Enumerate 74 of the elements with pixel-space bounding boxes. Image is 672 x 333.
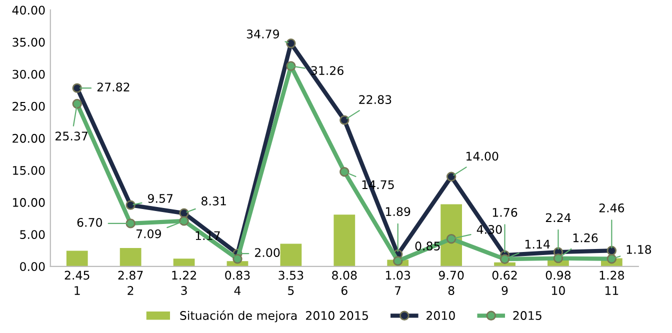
data-label: 0.98 <box>546 270 571 280</box>
data-label: 1.26 <box>573 233 598 242</box>
data-label: 1.76 <box>492 208 518 217</box>
x-tick-label: 8 <box>448 286 454 295</box>
data-label: 1.03 <box>386 270 410 280</box>
data-label: 1.14 <box>526 240 550 248</box>
data-label: 7.09 <box>136 229 161 238</box>
point <box>72 83 82 93</box>
data-label: 14.00 <box>466 152 498 161</box>
data-label: 34.79 <box>246 30 280 38</box>
point <box>553 253 564 264</box>
point <box>446 172 456 182</box>
y-tick-label: 5.00 <box>20 230 45 239</box>
x-tick-label: 11 <box>605 286 618 295</box>
data-label: 2.46 <box>599 203 624 212</box>
point <box>286 38 296 48</box>
data-label: 31.26 <box>311 66 344 75</box>
point <box>179 216 189 226</box>
legend-label: Situación de mejora 2010 2015 <box>180 310 368 322</box>
y-tick-label: 30.00 <box>12 70 45 79</box>
bar <box>280 244 302 266</box>
data-label: 6.70 <box>77 218 102 227</box>
y-tick-label: 10.00 <box>13 198 45 207</box>
x-tick-label: 3 <box>181 286 187 295</box>
bar <box>66 250 88 266</box>
data-label: 25.37 <box>56 132 88 141</box>
y-tick-label: 0.00 <box>20 262 45 272</box>
data-label: 2.45 <box>64 270 90 280</box>
data-label: 1.18 <box>626 245 652 254</box>
point <box>126 218 136 228</box>
bar <box>120 248 142 266</box>
y-tick-label: 40.00 <box>12 6 45 15</box>
data-label: 8.31 <box>202 196 226 206</box>
data-label: 2.00 <box>255 248 280 258</box>
data-label: 1.17 <box>196 231 220 240</box>
point <box>392 256 403 266</box>
data-label: 3.53 <box>278 270 304 280</box>
x-tick-label: 7 <box>395 286 401 295</box>
data-label: 0.83 <box>225 270 250 280</box>
point <box>446 234 456 244</box>
x-tick-label: 10 <box>552 286 565 295</box>
data-label: 9.57 <box>148 194 173 203</box>
point <box>286 61 296 71</box>
point <box>340 115 350 125</box>
bar <box>173 258 195 266</box>
data-label: 27.82 <box>97 82 130 92</box>
legend-label: 2010 <box>426 311 455 320</box>
y-tick-label: 25.00 <box>12 102 45 111</box>
point <box>72 98 82 109</box>
x-tick-label: 2 <box>128 286 134 295</box>
point <box>232 254 242 264</box>
data-label: 2.24 <box>546 213 571 222</box>
y-tick-label: 15.00 <box>13 166 45 175</box>
x-tick-label: 4 <box>234 286 241 295</box>
point <box>606 254 617 264</box>
data-label: 22.83 <box>359 95 392 104</box>
point <box>340 166 350 177</box>
x-tick-label: 9 <box>502 286 508 295</box>
data-label: 1.22 <box>172 270 196 280</box>
data-label: 9.70 <box>438 270 464 280</box>
x-tick-label: 6 <box>341 286 348 295</box>
bar <box>334 214 356 266</box>
data-label: 1.89 <box>386 207 410 216</box>
data-label: 8.08 <box>332 270 357 280</box>
x-tick-label: 5 <box>288 286 294 295</box>
legend-label: 2015 <box>513 311 542 320</box>
y-tick-label: 35.00 <box>12 38 45 47</box>
data-label: 2.87 <box>118 270 143 280</box>
data-label: 1.28 <box>600 270 624 280</box>
data-label: 0.62 <box>492 270 517 280</box>
y-tick-label: 20.00 <box>12 134 45 143</box>
point <box>126 200 136 210</box>
point <box>500 254 510 264</box>
x-tick-label: 1 <box>74 286 80 295</box>
